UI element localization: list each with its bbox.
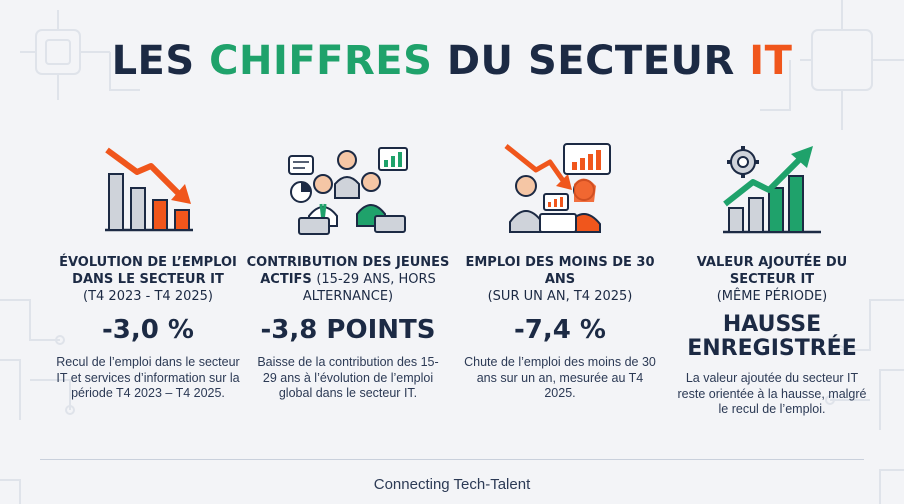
footer-divider (40, 459, 864, 460)
stat-value: -3,8 POINTS (260, 315, 436, 345)
stat-card-under-30: EMPLOI DES MOINS DE 30 ANS (SUR UN AN, T4… (458, 142, 662, 402)
stat-card-young-contribution: CONTRIBUTION DES JEUNES ACTIFS (15-29 AN… (246, 142, 450, 402)
young-workers-team-icon (288, 147, 408, 235)
stat-description: La valeur ajoutée du secteur IT reste or… (677, 371, 867, 416)
stat-heading: ÉVOLUTION DE L’EMPLOI DANS LE SECTEUR IT (59, 255, 237, 287)
stat-value: HAUSSE ENREGISTRÉE (687, 312, 857, 361)
stat-period: (T4 2023 - T4 2025) (83, 289, 213, 304)
stat-value: -3,0 % (102, 315, 194, 345)
stat-heading: EMPLOI DES MOINS DE 30 ANS (465, 255, 655, 287)
gear-icon (727, 146, 759, 178)
footer-tagline: Connecting Tech-Talent (373, 476, 531, 493)
stat-card-employment: ÉVOLUTION DE L’EMPLOI DANS LE SECTEUR IT… (46, 142, 250, 402)
stat-period: (15-29 ANS, HORS ALTERNANCE) (302, 272, 436, 304)
rising-value-chart-icon (723, 146, 821, 234)
stat-heading: VALEUR AJOUTÉE DU SECTEUR IT (696, 255, 848, 287)
stat-description: Recul de l’emploi dans le secteur IT et … (56, 355, 240, 400)
stat-card-value-added: VALEUR AJOUTÉE DU SECTEUR IT (MÊME PÉRIOD… (670, 142, 874, 418)
page-title: LES CHIFFRES DU SECTEUR IT (111, 38, 793, 84)
stat-heading: CONTRIBUTION DES JEUNES ACTIFS (246, 255, 450, 287)
young-workers-declining-icon (504, 143, 611, 233)
stat-value: -7,4 % (514, 315, 606, 345)
declining-bar-chart-icon (105, 147, 193, 232)
stat-period: (SUR UN AN, T4 2025) (487, 289, 633, 304)
stat-description: Chute de l’emploi des moins de 30 ans su… (464, 355, 656, 400)
stat-period: (MÊME PÉRIODE) (716, 289, 828, 304)
stat-description: Baisse de la contribution des 15-29 ans … (257, 355, 439, 400)
